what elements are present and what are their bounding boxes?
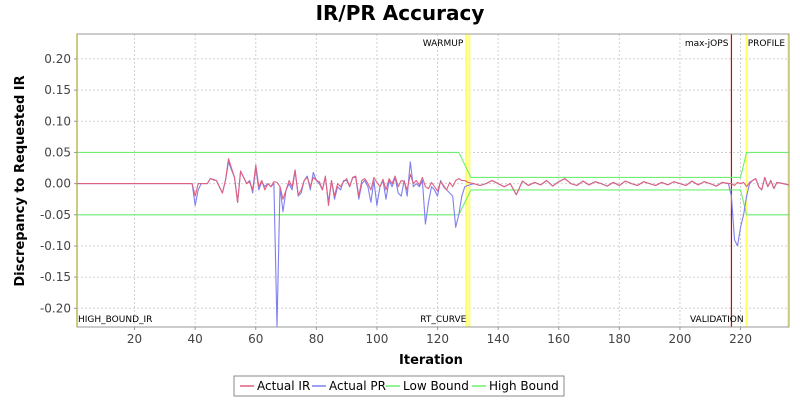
marker-label: HIGH_BOUND_IR [78,315,152,325]
y-tick-label: 0.05 [44,145,71,159]
series-line [77,158,790,206]
plot-border [76,33,790,328]
y-tick-label: -0.15 [40,270,71,284]
y-tick-label: -0.05 [40,208,71,222]
y-tick-label: -0.10 [40,239,71,253]
legend-label: High Bound [489,379,559,393]
legend: Actual IR Actual PR Low Bound High Bound [233,375,565,397]
x-axis-title: Iteration [399,353,463,368]
legend-label: Actual PR [329,379,386,393]
x-tick-label: 200 [668,332,691,346]
y-tick-label: -0.20 [40,301,71,315]
marker-label: PROFILE [748,39,786,49]
x-tick-label: 140 [487,332,510,346]
marker-label: max-jOPS [685,39,729,49]
series-line [77,151,789,178]
x-tick-label: 40 [188,332,203,346]
marker-label: RT_CURVE [420,315,466,325]
legend-label: Low Bound [403,379,469,393]
x-tick-label: 60 [248,332,263,346]
legend-label: Actual IR [257,379,310,393]
x-tick-label: 220 [729,332,752,346]
marker-labels: HIGH_BOUND_IR WARMUP RT_CURVE max-jOPS VALID… [78,39,785,325]
y-tick-label: 0.20 [44,52,71,66]
x-tick-label: 120 [426,332,449,346]
y-axis-title: Discrepancy to Requested IR [13,75,28,286]
x-tick-label: 20 [127,332,142,346]
series-lines [77,151,790,328]
x-tick-label: 160 [547,332,570,346]
marker-label: VALIDATION [690,315,744,325]
y-tick-label: 0.15 [44,83,71,97]
chart-title: IR/PR Accuracy [316,1,485,25]
y-tick-label: 0.00 [44,177,71,191]
x-axis: 20 40 60 80 100 120 140 160 180 200 220 [127,327,752,346]
series-line [77,189,789,216]
x-tick-label: 180 [608,332,631,346]
plot-background [77,34,789,327]
x-tick-label: 80 [309,332,324,346]
y-tick-label: 0.10 [44,114,71,128]
plot-area: HIGH_BOUND_IR WARMUP RT_CURVE max-jOPS VALID… [76,33,790,328]
marker-label: WARMUP [423,39,464,49]
x-tick-label: 100 [365,332,388,346]
y-axis: -0.20 -0.15 -0.10 -0.05 0.00 0.05 0.10 0.15 0.20 [40,52,77,315]
